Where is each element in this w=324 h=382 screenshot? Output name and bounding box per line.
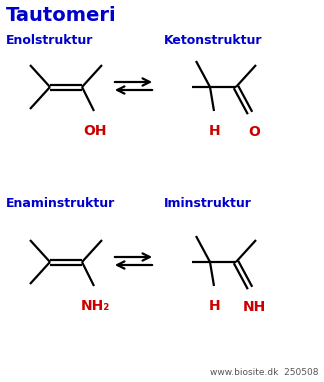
Text: Enaminstruktur: Enaminstruktur xyxy=(6,197,115,210)
Text: Ketonstruktur: Ketonstruktur xyxy=(164,34,262,47)
Text: Tautomeri: Tautomeri xyxy=(6,6,117,25)
Text: H: H xyxy=(209,299,221,313)
Text: H: H xyxy=(209,124,221,138)
Text: OH: OH xyxy=(83,124,107,138)
Text: www.biosite.dk  250508: www.biosite.dk 250508 xyxy=(210,368,318,377)
Text: O: O xyxy=(248,125,260,139)
Text: Enolstruktur: Enolstruktur xyxy=(6,34,93,47)
Text: NH: NH xyxy=(242,300,266,314)
Text: Iminstruktur: Iminstruktur xyxy=(164,197,252,210)
Text: NH₂: NH₂ xyxy=(80,299,110,313)
